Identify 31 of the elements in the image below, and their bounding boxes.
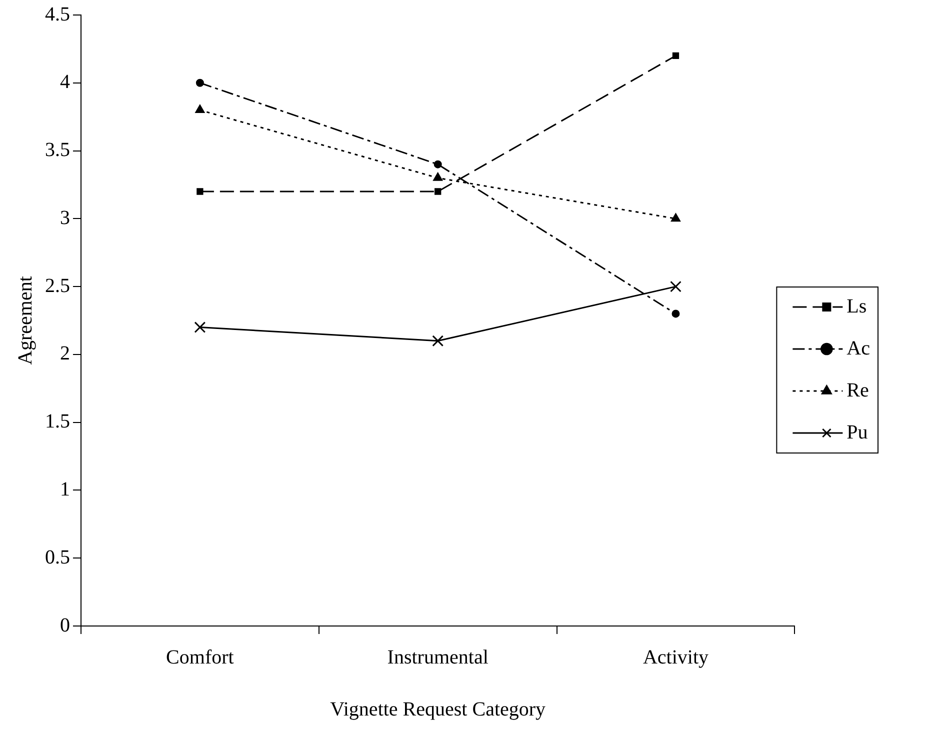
y-tick-label: 4.5 bbox=[45, 3, 70, 26]
x-tick-label: Instrumental bbox=[387, 646, 489, 668]
legend-label: Ac bbox=[846, 337, 870, 360]
point bbox=[434, 188, 442, 195]
y-tick-label: 1.5 bbox=[45, 410, 70, 433]
y-tick-label: 3 bbox=[60, 206, 70, 229]
x-tick-label: Activity bbox=[642, 646, 709, 668]
x-tick-label: Comfort bbox=[166, 646, 234, 668]
legend-label: Ls bbox=[846, 295, 867, 318]
point bbox=[196, 78, 204, 87]
point bbox=[434, 160, 442, 168]
point bbox=[433, 172, 443, 181]
legend-label: Re bbox=[846, 379, 870, 402]
y-tick-label: 2.5 bbox=[45, 274, 70, 297]
y-tick-label: 3.5 bbox=[45, 139, 70, 162]
y-tick-label: 1 bbox=[60, 478, 70, 500]
point bbox=[670, 280, 682, 292]
y-tick-label: 2 bbox=[60, 342, 70, 365]
point bbox=[196, 188, 204, 195]
point bbox=[195, 104, 205, 114]
y-tick-label: 0.5 bbox=[45, 546, 70, 568]
point bbox=[672, 52, 680, 60]
point bbox=[432, 335, 444, 347]
point bbox=[194, 322, 206, 333]
point bbox=[670, 213, 681, 222]
y-axis-title: Agreement bbox=[14, 276, 36, 365]
y-tick-label: 0 bbox=[60, 614, 70, 636]
point bbox=[672, 310, 680, 318]
y-tick-label: 4 bbox=[60, 71, 70, 94]
legend-label: Pu bbox=[846, 421, 868, 444]
x-axis-title: Vignette Request Category bbox=[330, 698, 546, 720]
